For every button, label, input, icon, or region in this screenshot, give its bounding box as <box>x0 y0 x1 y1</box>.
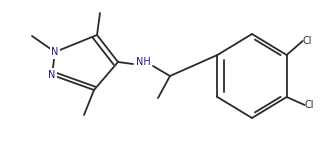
Text: N: N <box>48 70 56 80</box>
Text: NH: NH <box>135 57 150 67</box>
Text: Cl: Cl <box>303 36 312 46</box>
Text: Cl: Cl <box>305 100 314 110</box>
Text: N: N <box>51 47 59 57</box>
